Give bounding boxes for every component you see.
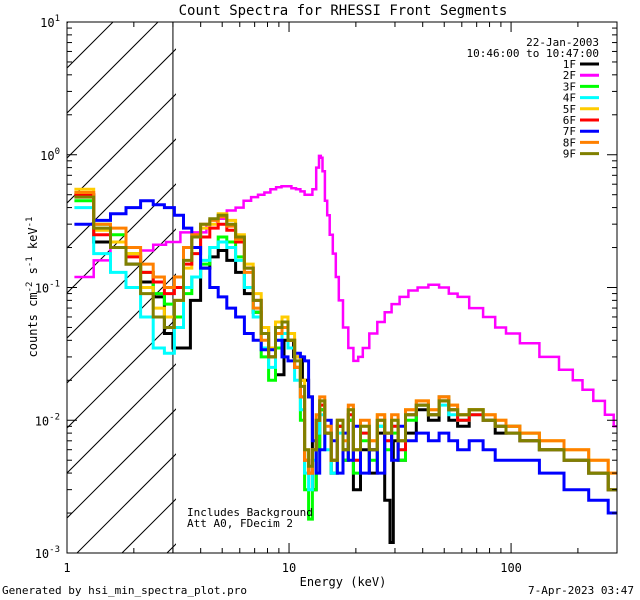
hatch-line — [76, 453, 176, 553]
ylabel-exp-3: -1 — [25, 217, 35, 228]
chart-title: Count Spectra for RHESSI Front Segments — [179, 3, 508, 19]
y-tick-label: 101 — [40, 14, 60, 30]
annotation-background: Includes Background — [187, 506, 313, 519]
ylabel-base: counts cm — [26, 292, 40, 357]
hatch-line — [67, 48, 176, 159]
hatch-line — [0, 22, 23, 553]
axis-ticks: 1 10 100 10-3 10-2 10-1 100 101 — [35, 14, 618, 575]
legend-label-8F: 8F — [563, 136, 576, 149]
hatch-line — [67, 22, 159, 114]
time-label: 10:46:00 to 10:47:00 — [467, 47, 599, 60]
x-tick-label: 10 — [282, 561, 296, 575]
y-tick-label: 100 — [40, 147, 60, 163]
legend-label-6F: 6F — [563, 114, 576, 127]
generated-by-text: Generated by hsi_min_spectra_plot.pro — [2, 584, 248, 597]
hatch-line — [617, 22, 640, 553]
ylabel-exp-2: -1 — [25, 256, 35, 267]
hatch-line — [67, 93, 176, 204]
legend-label-9F: 9F — [563, 148, 576, 161]
svg-text:counts cm-2 s-1 keV-1: counts cm-2 s-1 keV-1 — [25, 217, 40, 358]
x-tick-label: 100 — [500, 561, 522, 575]
y-tick-label: 10-2 — [35, 412, 60, 428]
hatch-line — [67, 363, 176, 474]
date-label: 22-Jan-2003 — [526, 36, 599, 49]
series-line-2F — [74, 154, 617, 428]
ylabel-exp-1: -2 — [25, 282, 35, 293]
ylabel-mid-1: s — [26, 267, 40, 281]
y-axis-label: counts cm-2 s-1 keV-1 — [25, 217, 40, 358]
legend-label-1F: 1F — [563, 58, 576, 71]
series-line-9F — [74, 195, 617, 492]
y-tick-label: 10-3 — [35, 545, 60, 561]
legend-label-2F: 2F — [563, 69, 576, 82]
hatch-line — [67, 408, 176, 519]
annotation-attenuator: Att A0, FDecim 2 — [187, 517, 293, 530]
legend-label-3F: 3F — [563, 80, 576, 93]
ylabel-mid-2: keV — [26, 227, 40, 256]
hatch-line — [67, 228, 176, 339]
legend-label-5F: 5F — [563, 103, 576, 116]
timestamp-text: 7-Apr-2023 03:47 — [528, 584, 634, 597]
legend-label-4F: 4F — [563, 92, 576, 105]
series-layer — [74, 154, 617, 544]
x-axis-label: Energy (keV) — [300, 575, 387, 589]
legend-label-7F: 7F — [563, 125, 576, 138]
hatch-line — [67, 273, 176, 384]
series-line-1F — [74, 193, 617, 544]
x-tick-label: 1 — [63, 561, 70, 575]
y-tick-label: 10-1 — [35, 280, 60, 296]
